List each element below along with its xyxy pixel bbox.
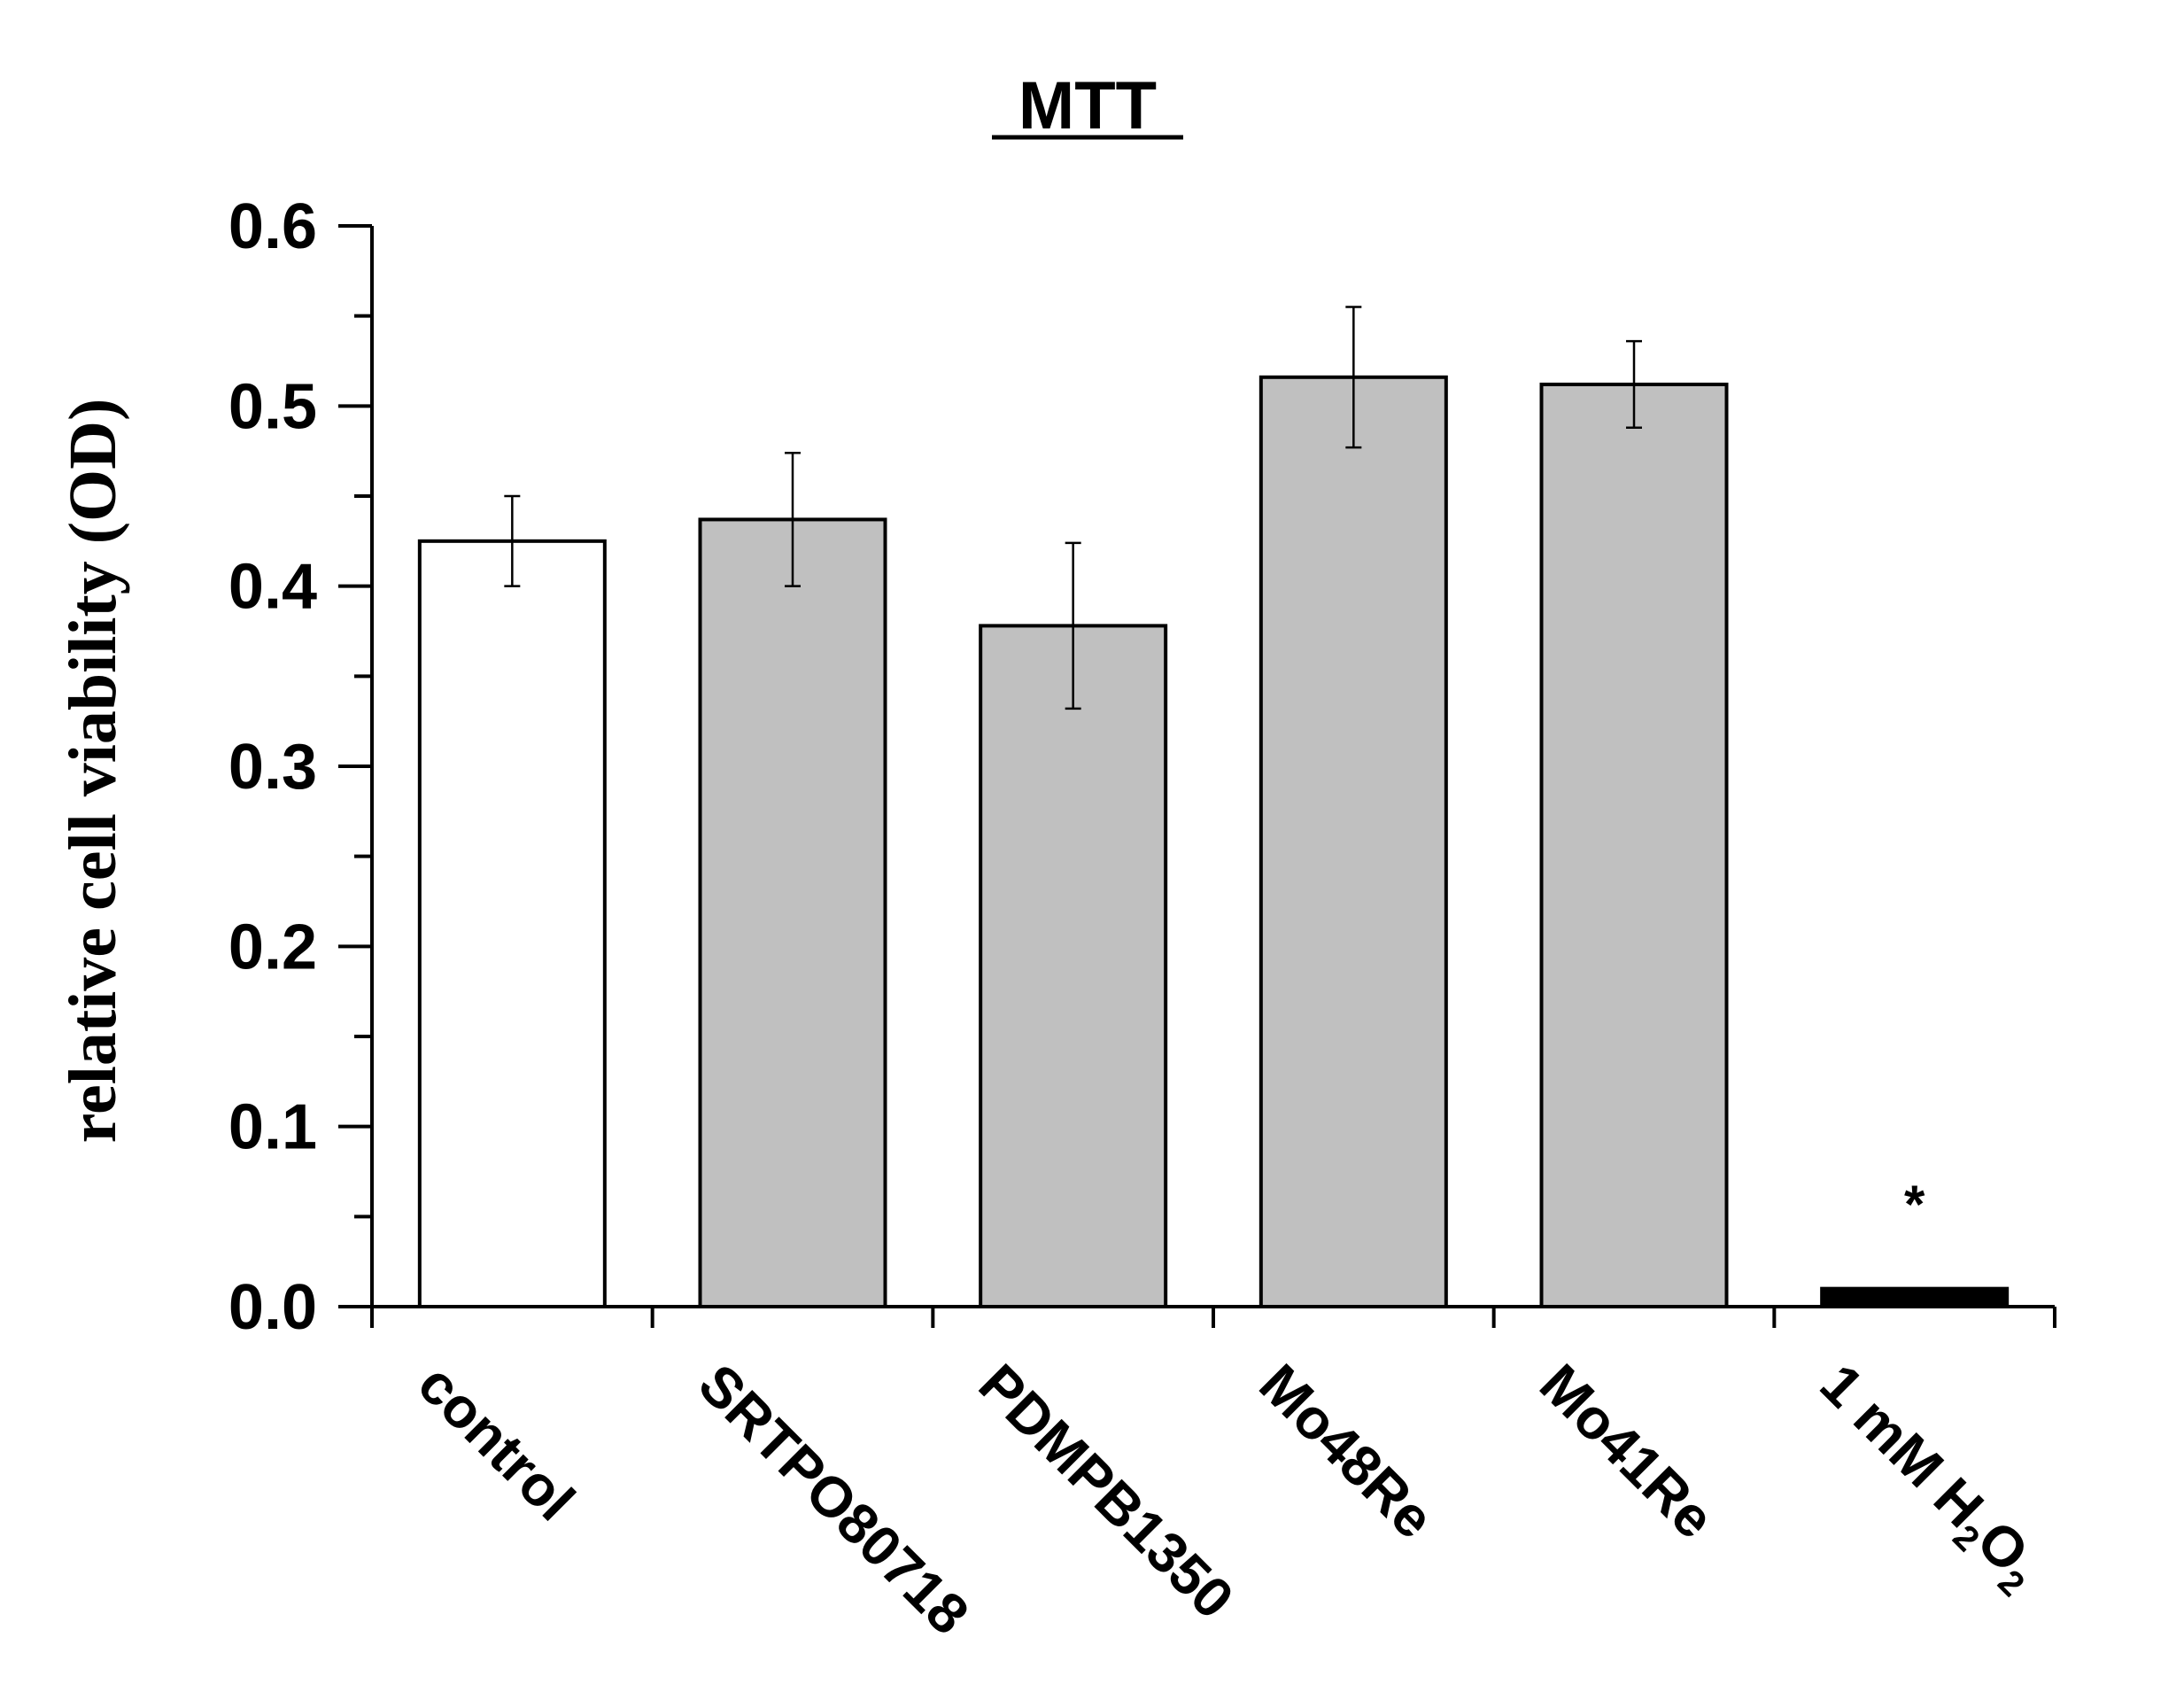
y-tick-label: 0.1 bbox=[228, 1092, 317, 1163]
chart-title-group: MTT bbox=[992, 68, 1183, 144]
x-tick-label: Mo41Re bbox=[1528, 1352, 1726, 1550]
bar bbox=[417, 539, 607, 1308]
y-tick-label: 0.0 bbox=[228, 1272, 317, 1343]
y-axis-label: relative cell viability (OD) bbox=[56, 399, 130, 1144]
bar bbox=[1820, 1286, 2010, 1308]
x-tick-label: SRTPO80718 bbox=[686, 1352, 981, 1647]
bars bbox=[417, 375, 2010, 1308]
bar bbox=[979, 624, 1168, 1308]
y-tick-label: 0.2 bbox=[228, 912, 317, 982]
x-tick-label: 1 mM H2O2 bbox=[1802, 1352, 2055, 1604]
y-tick-label: 0.6 bbox=[228, 191, 317, 262]
x-tick-label: Mo48Re bbox=[1247, 1352, 1445, 1550]
error-bars bbox=[504, 306, 1642, 710]
annotations: * bbox=[1904, 1175, 1925, 1234]
y-tick-label: 0.3 bbox=[228, 732, 317, 803]
bar bbox=[1539, 382, 1729, 1308]
x-tick-label: PDMPB1350 bbox=[967, 1352, 1246, 1631]
bar bbox=[1259, 375, 1448, 1308]
bar bbox=[698, 517, 887, 1308]
y-tick-label: 0.4 bbox=[228, 552, 317, 623]
x-axis bbox=[338, 1305, 2056, 1328]
x-tick-label: control bbox=[406, 1352, 586, 1533]
y-tick-label: 0.5 bbox=[228, 371, 317, 442]
chart-title: MTT bbox=[1018, 68, 1157, 144]
significance-marker: * bbox=[1904, 1175, 1925, 1234]
y-axis: 0.0 0.1 0.2 0.3 0.4 0.5 0.6 bbox=[228, 191, 374, 1343]
